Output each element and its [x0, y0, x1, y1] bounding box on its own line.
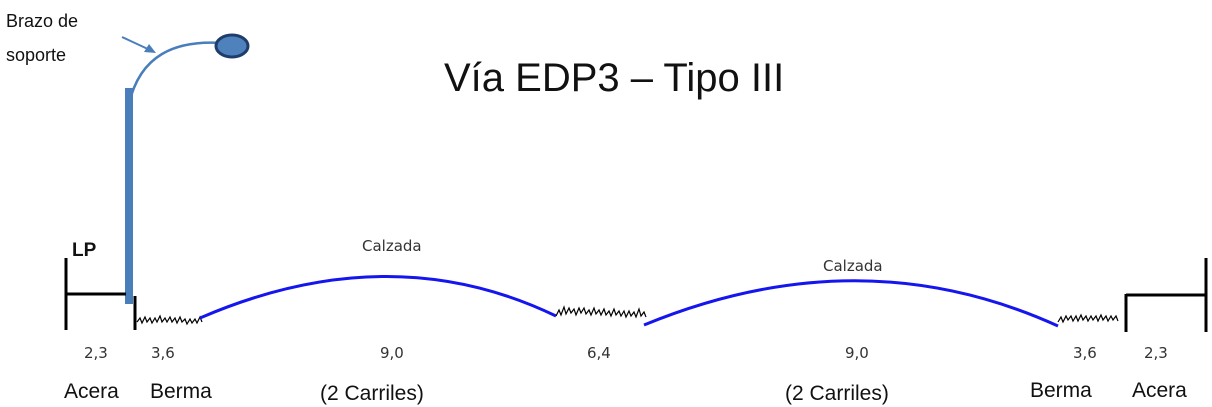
- median-texture: [555, 305, 647, 319]
- arm-pointer-arrowhead: [144, 44, 156, 53]
- arm-pointer-arrow: [121, 36, 151, 51]
- dim-left-sidewalk: 2,3: [84, 344, 108, 362]
- dim-left-berm: 3,6: [151, 344, 175, 362]
- section-right-berm: Berma: [1030, 379, 1092, 402]
- arm-label-line2: soporte: [6, 45, 66, 65]
- lp-label: LP: [72, 240, 97, 261]
- support-arm: [127, 41, 223, 105]
- diagram-title: Vía EDP3 – Tipo III: [444, 56, 784, 100]
- section-right-lanes: (2 Carriles): [785, 382, 889, 405]
- roadway-label-right: Calzada: [823, 257, 883, 275]
- section-left-lanes: (2 Carriles): [320, 382, 424, 405]
- lamp-pole: [125, 88, 133, 304]
- section-right-sidewalk: Acera: [1132, 379, 1187, 402]
- dim-right-roadway: 9,0: [845, 344, 869, 362]
- dim-right-sidewalk: 2,3: [1144, 344, 1168, 362]
- dim-left-roadway: 9,0: [380, 344, 404, 362]
- right-roadway: [643, 279, 1059, 328]
- arm-label-line1: Brazo de: [6, 11, 78, 31]
- left-roadway: [199, 275, 557, 320]
- right-berm-texture: [1057, 313, 1119, 324]
- dim-right-berm: 3,6: [1073, 344, 1097, 362]
- section-left-berm: Berma: [150, 380, 212, 403]
- left-berm-texture: [136, 314, 203, 326]
- section-left-sidewalk: Acera: [64, 380, 119, 403]
- dim-median: 6,4: [587, 344, 611, 362]
- lamp-icon: [214, 33, 250, 59]
- roadway-label-left: Calzada: [362, 237, 422, 255]
